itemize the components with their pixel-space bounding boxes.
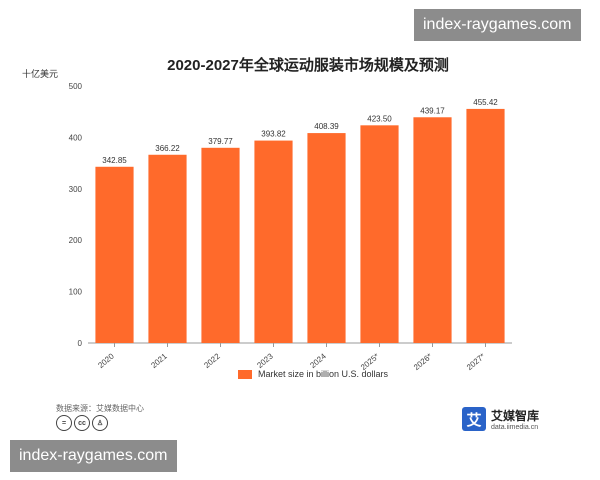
x-tick-label: 2022: [202, 351, 222, 370]
x-tick-label: 2021: [149, 351, 169, 370]
bar: [466, 108, 505, 343]
legend-swatch: [238, 369, 252, 379]
data-label: 408.39: [314, 122, 339, 131]
y-tick-label: 500: [69, 82, 83, 91]
x-tick-label: 2026*: [412, 352, 434, 372]
data-label: 366.22: [155, 144, 180, 153]
data-label: 455.42: [473, 98, 498, 107]
data-label: 423.50: [367, 114, 392, 123]
y-tick-label: 100: [69, 288, 83, 297]
data-label: 379.77: [208, 137, 233, 146]
equals-icon: =: [56, 415, 72, 431]
cc-icon: cc: [74, 415, 90, 431]
bar: [360, 125, 399, 343]
brand-name: 艾媒智库: [491, 409, 540, 423]
chart-title: 2020-2027年全球运动服装市场规模及预测: [167, 57, 449, 74]
bar: [95, 166, 134, 343]
y-tick-label: 300: [69, 185, 83, 194]
bar: [307, 133, 346, 343]
x-tick-label: 2020: [96, 351, 116, 370]
y-tick-label: 400: [69, 133, 83, 142]
y-tick-label: 200: [69, 236, 83, 245]
bar: [201, 147, 240, 343]
watermark-top: index-raygames.com: [414, 9, 581, 41]
data-label: 439.17: [420, 106, 445, 115]
brand-mark-icon: 艾: [462, 407, 486, 431]
y-unit-label: 十亿美元: [22, 69, 59, 79]
data-label: 342.85: [102, 156, 127, 165]
source-label: 数据来源：艾媒数据中心: [56, 404, 144, 413]
data-label: 393.82: [261, 130, 286, 139]
x-tick-label: 2023: [255, 351, 275, 370]
brand-logo: 艾 艾媒智库 data.iimedia.cn: [462, 407, 539, 431]
legend: Market size in billion U.S. dollars: [238, 369, 388, 379]
license-icons: = cc ♙: [56, 415, 108, 431]
person-icon: ♙: [92, 415, 108, 431]
bar: [254, 140, 293, 343]
legend-label: Market size in billion U.S. dollars: [258, 369, 389, 379]
watermark-bottom: index-raygames.com: [10, 440, 177, 472]
brand-url: data.iimedia.cn: [491, 424, 539, 431]
bar: [413, 117, 452, 343]
bar: [148, 154, 187, 343]
x-tick-label: 2027*: [465, 352, 487, 372]
x-tick-label: 2024: [308, 351, 328, 370]
y-tick-label: 0: [78, 339, 83, 348]
chart-frame: 2020-2027年全球运动服装市场规模及预测: [48, 44, 568, 442]
